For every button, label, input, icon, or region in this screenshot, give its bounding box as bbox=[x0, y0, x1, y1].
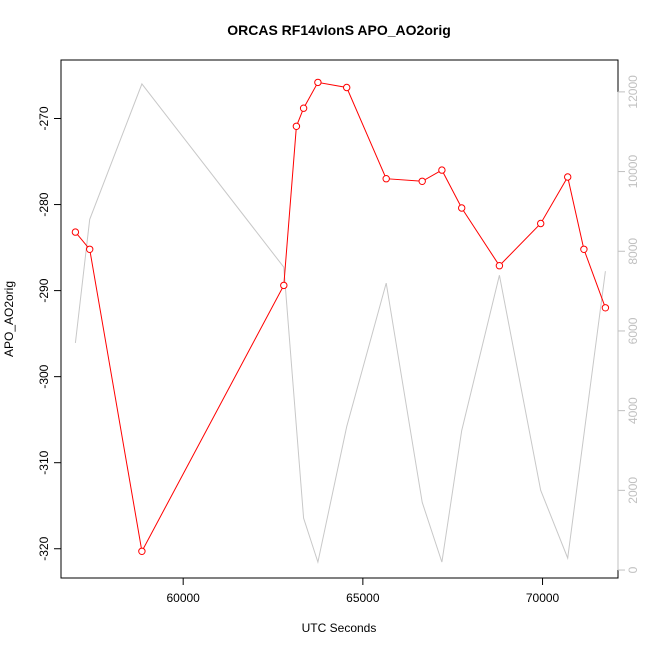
data-point bbox=[138, 547, 146, 555]
y2-tick-label: 0 bbox=[626, 566, 640, 573]
y-axis-left: -320 -310 -300 -290 -280 -270 bbox=[37, 106, 62, 561]
y-tick-label: -320 bbox=[37, 536, 51, 560]
data-point bbox=[418, 177, 426, 186]
data-point bbox=[537, 219, 545, 228]
y2-tick-label: 4000 bbox=[626, 397, 640, 424]
y2-tick-label: 12000 bbox=[626, 75, 640, 109]
secondary-series-line bbox=[74, 82, 606, 565]
y2-tick-label: 10000 bbox=[626, 155, 640, 189]
data-point bbox=[601, 304, 610, 312]
y-tick-label: -270 bbox=[37, 106, 51, 130]
data-point bbox=[458, 204, 466, 212]
y2-tick-label: 6000 bbox=[626, 317, 640, 344]
data-point bbox=[314, 78, 322, 87]
data-point bbox=[564, 173, 572, 181]
y2-tick-label: 8000 bbox=[626, 238, 640, 265]
primary-series-layer bbox=[71, 78, 610, 555]
x-tick-label: 70000 bbox=[526, 591, 560, 605]
x-axis-label: UTC Seconds bbox=[302, 621, 377, 635]
data-point bbox=[292, 122, 301, 131]
y-axis-right: 0 2000 4000 6000 8000 10000 12000 bbox=[617, 75, 640, 573]
x-tick-label: 60000 bbox=[166, 591, 200, 605]
y-axis-label: APO_AO2orig bbox=[2, 281, 16, 357]
data-point bbox=[343, 83, 351, 92]
y-tick-label: -300 bbox=[37, 364, 51, 388]
data-point bbox=[280, 281, 288, 290]
y-tick-label: -310 bbox=[37, 450, 51, 474]
y-tick-label: -280 bbox=[37, 192, 51, 216]
chart-title: ORCAS RF14vlonS APO_AO2orig bbox=[227, 22, 451, 38]
x-axis: 60000 65000 70000 bbox=[166, 577, 560, 605]
secondary-series-layer bbox=[74, 82, 606, 565]
data-point bbox=[86, 245, 94, 254]
data-point bbox=[299, 104, 308, 112]
data-point bbox=[580, 245, 588, 254]
data-point bbox=[382, 175, 390, 183]
x-tick-label: 65000 bbox=[346, 591, 380, 605]
data-point bbox=[495, 262, 504, 270]
data-point bbox=[71, 228, 80, 236]
y2-tick-label: 2000 bbox=[626, 477, 640, 504]
data-point bbox=[438, 166, 446, 174]
y-tick-label: -290 bbox=[37, 278, 51, 302]
